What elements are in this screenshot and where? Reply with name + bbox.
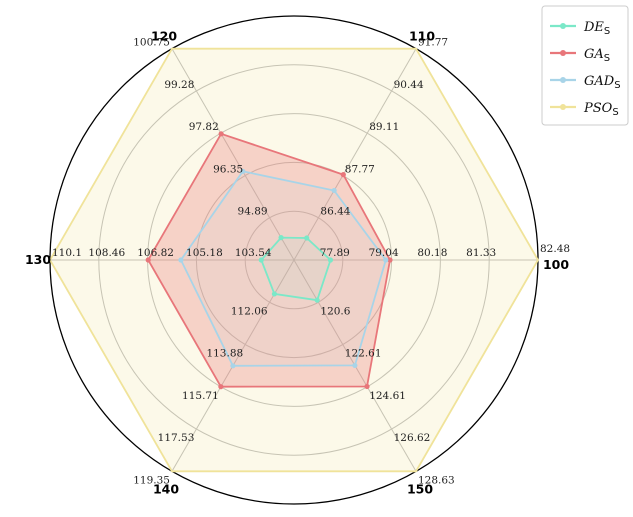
series-polygon	[48, 47, 540, 473]
data-point	[314, 297, 320, 303]
tick-label: 103.54	[235, 247, 272, 259]
tick-label: 100.75	[133, 37, 170, 49]
legend-series-name: DE	[583, 20, 604, 35]
tick-label: 87.77	[345, 163, 375, 175]
tick-label: 79.04	[369, 247, 399, 259]
tick-label: 126.62	[394, 432, 431, 444]
tick-label: 112.06	[231, 305, 268, 317]
data-point	[340, 172, 346, 178]
tick-label: 97.82	[189, 121, 219, 133]
legend-item: DES	[550, 20, 610, 37]
series-ga	[145, 131, 393, 390]
tick-label: 128.63	[418, 474, 455, 486]
legend-series-name: PSO	[583, 101, 613, 116]
tick-label: 105.18	[186, 247, 223, 259]
legend-series-subscript: S	[604, 53, 610, 64]
data-point	[218, 131, 224, 137]
axis-label-130: 130	[25, 252, 51, 267]
legend-item: PSOS	[550, 101, 619, 118]
tick-label: 82.48	[540, 243, 570, 255]
legend-series-subscript: S	[614, 80, 620, 91]
tick-label: 80.18	[417, 247, 447, 259]
axis-label-100: 100	[543, 257, 569, 272]
series-pso	[48, 47, 540, 473]
tick-label: 77.89	[320, 247, 350, 259]
axis-label-150: 150	[407, 481, 433, 496]
legend-swatch-marker	[560, 77, 566, 83]
tick-label: 106.82	[137, 247, 174, 259]
data-point	[258, 257, 264, 263]
data-point	[364, 383, 370, 390]
data-point	[271, 291, 278, 297]
tick-label: 86.44	[320, 206, 350, 218]
tick-label: 120.6	[320, 305, 350, 317]
data-point	[352, 362, 358, 369]
tick-label: 108.46	[88, 247, 125, 259]
axis-spoke	[293, 48, 417, 261]
tick-label: 99.28	[164, 79, 194, 91]
data-point	[145, 257, 151, 263]
tick-label: 119.35	[133, 474, 170, 486]
axis-labels: 100 110 120 130 140 150	[25, 29, 569, 497]
tick-label: 91.77	[418, 37, 448, 49]
tick-label: 124.61	[369, 390, 406, 402]
legend-series-subscript: S	[604, 26, 610, 37]
legend-item: GADS	[550, 74, 621, 91]
legend-frame	[541, 5, 629, 126]
tick-label: 94.89	[238, 206, 268, 218]
data-point	[383, 257, 389, 263]
series-de	[258, 235, 334, 303]
legend-label: GADS	[584, 74, 621, 91]
tick-label: 89.11	[369, 121, 399, 133]
data-point	[240, 168, 246, 174]
data-point	[278, 235, 284, 241]
tick-labels: 77.89 79.04 80.18 81.33 82.48 86.44 87.77 89.11…	[52, 37, 570, 487]
tick-label: 122.61	[345, 348, 382, 360]
legend-series-name: GAD	[584, 74, 615, 89]
tick-label: 90.44	[394, 79, 424, 91]
data-point	[304, 235, 310, 241]
data-point	[331, 187, 337, 194]
data-point	[387, 257, 393, 263]
axis-spoke	[171, 48, 295, 261]
legend-item: GAS	[550, 47, 610, 64]
tick-label: 96.35	[213, 163, 243, 175]
legend-swatch-marker	[560, 23, 566, 29]
tick-label: 115.71	[182, 390, 219, 402]
legend-label: GAS	[584, 47, 610, 64]
axis-label-140: 140	[153, 481, 179, 496]
data-point	[178, 257, 184, 263]
tick-label: 81.33	[466, 247, 496, 259]
tick-label: 113.88	[206, 348, 243, 360]
legend-swatch-marker	[560, 50, 566, 56]
axis-label-120: 120	[151, 29, 177, 44]
series-gad	[178, 168, 389, 369]
legend-label: DES	[583, 20, 610, 37]
data-point	[218, 384, 224, 390]
tick-label: 110.1	[52, 247, 82, 259]
data-point	[327, 257, 334, 263]
legend-swatch-marker	[560, 104, 566, 110]
data-point	[230, 363, 236, 369]
legend-label: PSOS	[583, 101, 619, 118]
legend-series-subscript: S	[612, 107, 618, 118]
tick-label: 117.53	[158, 432, 195, 444]
series-layer	[48, 47, 540, 473]
axis-label-110: 110	[409, 29, 435, 44]
legend-series-name: GA	[584, 47, 604, 62]
